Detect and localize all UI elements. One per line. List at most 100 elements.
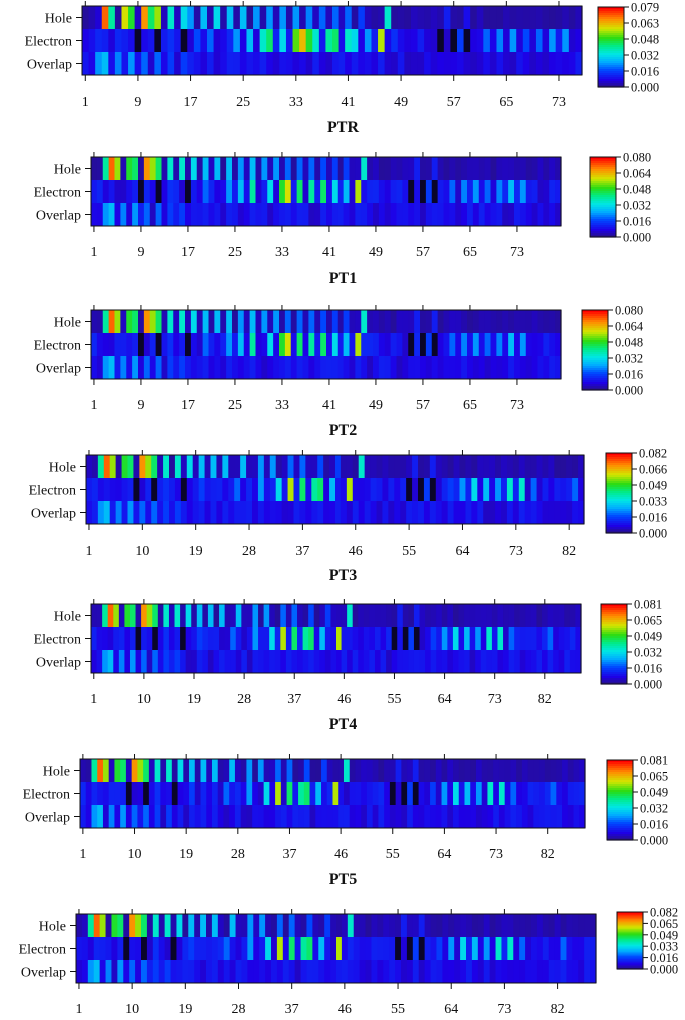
heat-cell: [363, 650, 371, 673]
heat-cell: [303, 782, 311, 805]
heat-cell: [447, 455, 455, 478]
heat-cell: [352, 455, 360, 478]
x-tick-label: 65: [463, 245, 477, 260]
heat-cell: [180, 6, 188, 29]
heat-cell: [530, 478, 538, 501]
heat-cell: [510, 805, 517, 828]
heat-cell: [114, 805, 121, 828]
heat-cell: [384, 157, 392, 180]
heat-cell: [127, 478, 135, 501]
heat-cell: [535, 6, 544, 29]
heat-cell: [91, 157, 98, 180]
heat-cell: [443, 356, 450, 379]
heat-cell: [249, 157, 257, 180]
heat-cell: [413, 650, 421, 673]
colorbar-swatch: [590, 223, 616, 226]
heat-cell: [96, 157, 104, 180]
heat-cell: [232, 157, 239, 180]
heat-cell: [267, 310, 274, 333]
heat-cell: [436, 650, 443, 673]
heat-cell: [255, 203, 262, 226]
x-tick-label: 1: [90, 692, 97, 707]
heat-cell: [443, 52, 452, 75]
heat-cell: [235, 604, 242, 627]
heat-cell: [539, 759, 546, 782]
heat-cell: [555, 157, 562, 180]
x-tick-label: 49: [369, 245, 383, 260]
heat-cell: [413, 604, 421, 627]
colorbar-swatch: [590, 215, 616, 218]
heat-cell: [550, 805, 557, 828]
colorbar-swatch: [590, 187, 616, 190]
heat-cell: [226, 310, 233, 333]
heat-cell: [484, 180, 492, 203]
heat-cell: [372, 782, 380, 805]
heat-cell: [312, 29, 320, 52]
heat-cell: [272, 52, 280, 75]
heat-cell: [560, 478, 567, 501]
heat-cell: [103, 478, 111, 501]
heat-cell: [388, 501, 395, 524]
heat-cell: [370, 455, 378, 478]
heat-cell: [347, 604, 354, 627]
heat-cell: [396, 333, 403, 356]
heat-cell: [108, 157, 116, 180]
heat-cell: [123, 960, 130, 983]
colorbar-swatch: [606, 471, 632, 474]
heat-cell: [97, 501, 105, 524]
heat-cell: [414, 157, 421, 180]
colorbar-swatch: [582, 314, 608, 317]
heat-cell: [252, 604, 259, 627]
heat-cell: [190, 157, 198, 180]
x-tick-label: 25: [228, 398, 242, 413]
colorbar-swatch: [582, 346, 608, 349]
heat-cell: [338, 782, 345, 805]
colorbar-swatch: [617, 959, 643, 962]
heat-cell: [160, 29, 169, 52]
heat-cell: [279, 203, 286, 226]
heat-cell: [374, 650, 382, 673]
heat-cell: [572, 501, 579, 524]
heat-cell: [536, 501, 544, 524]
heat-cell: [516, 29, 524, 52]
heat-cell: [391, 29, 399, 52]
heat-cell: [412, 501, 419, 524]
colorbar-swatch: [590, 201, 616, 204]
heat-cell: [514, 604, 521, 627]
heat-cell: [373, 203, 380, 226]
heat-cell: [548, 960, 556, 983]
heat-cell: [211, 759, 219, 782]
heat-cell: [418, 782, 425, 805]
heat-cell: [525, 356, 533, 379]
heat-cell: [484, 356, 492, 379]
heat-cell: [216, 501, 223, 524]
colorbar-swatch: [582, 370, 608, 373]
heat-cell: [359, 960, 367, 983]
heat-cell: [335, 478, 342, 501]
heat-cell: [349, 356, 356, 379]
heat-cell: [208, 180, 215, 203]
heat-cell: [518, 478, 526, 501]
x-tick-label: 55: [391, 1002, 405, 1017]
heat-cell: [496, 6, 504, 29]
heat-cell: [300, 960, 308, 983]
heat-cell: [151, 478, 158, 501]
heat-cell: [436, 627, 443, 650]
heat-cell: [457, 6, 465, 29]
x-tick-label: 73: [488, 692, 502, 707]
heat-cell: [384, 805, 391, 828]
colorbar-swatch: [606, 517, 632, 520]
heat-cell: [475, 782, 483, 805]
heat-cell: [82, 52, 90, 75]
colorbar-tick-label: 0.032: [623, 199, 651, 213]
heat-cell: [186, 478, 194, 501]
colorbar-swatch: [617, 920, 643, 923]
heat-cell: [562, 29, 570, 52]
colorbar-swatch: [601, 650, 627, 653]
heat-cell: [396, 356, 403, 379]
heat-cell: [120, 180, 127, 203]
heat-cell: [443, 333, 450, 356]
heat-cell: [429, 478, 437, 501]
heat-cell: [232, 180, 239, 203]
heat-cell: [578, 914, 585, 937]
